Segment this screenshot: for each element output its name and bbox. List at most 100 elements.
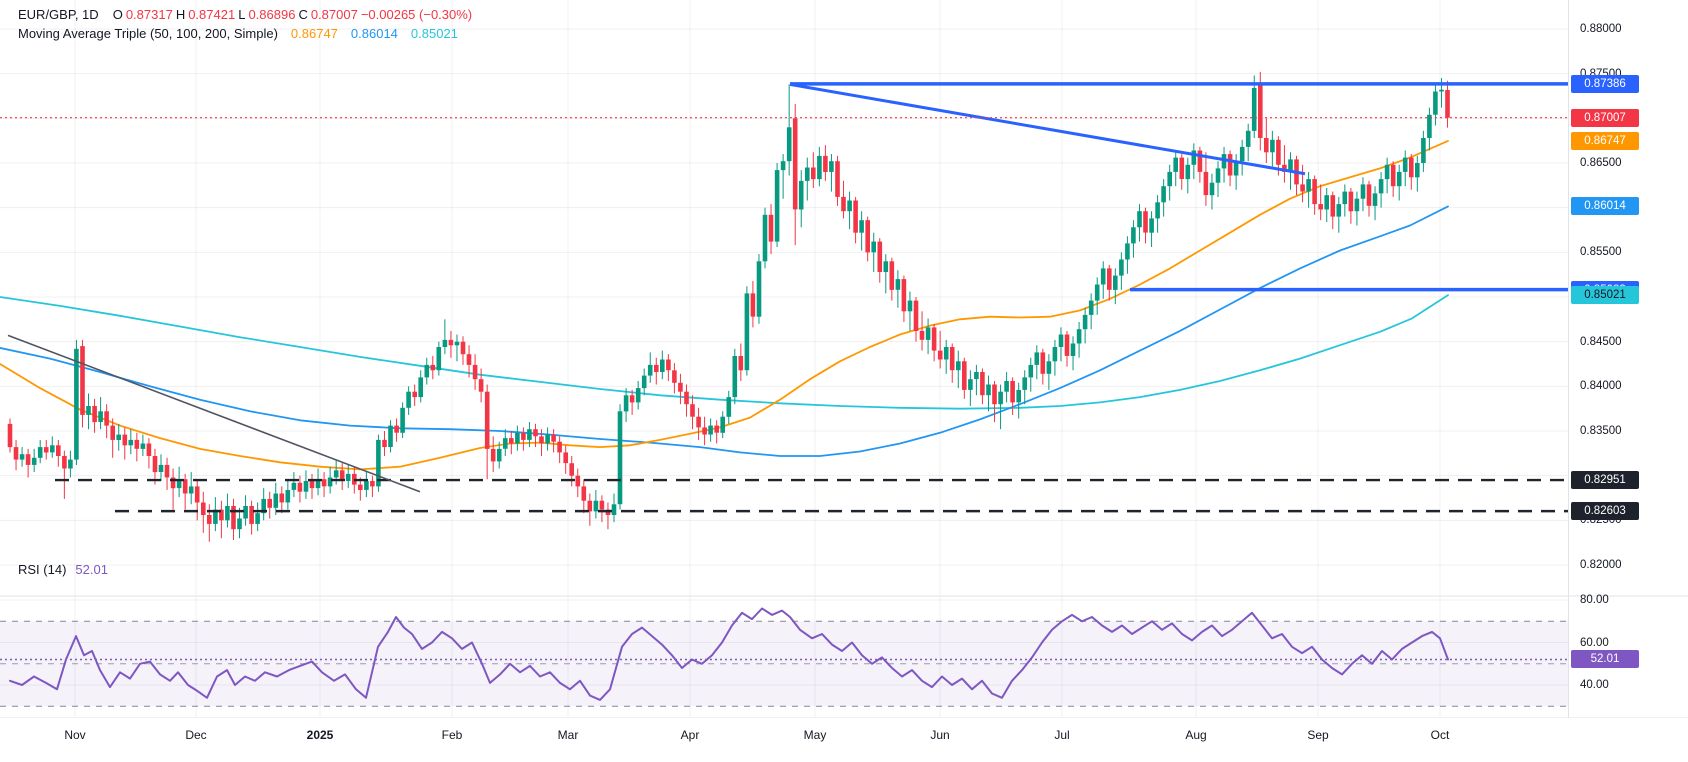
candle-body bbox=[1360, 184, 1366, 199]
close-label: C bbox=[298, 7, 308, 22]
candle-body bbox=[720, 416, 725, 433]
candle-body bbox=[496, 448, 502, 462]
candle-body bbox=[1336, 204, 1342, 217]
rsi-line bbox=[9, 607, 1449, 701]
candle-body bbox=[798, 180, 804, 210]
candle-body bbox=[1245, 130, 1251, 147]
price-badge: 0.87386 bbox=[1571, 74, 1639, 93]
candle-body bbox=[315, 479, 321, 489]
indicator-legend-ma: Moving Average Triple (50, 100, 200, Sim… bbox=[18, 26, 461, 41]
candle-body bbox=[780, 161, 786, 171]
time-axis[interactable]: Nov Dec 2025 Feb Mar Apr May Jun Jul Aug Sep Oct bbox=[0, 718, 1688, 762]
candle-body bbox=[1088, 300, 1094, 315]
candle-body bbox=[587, 500, 593, 512]
candle-body bbox=[376, 439, 381, 487]
candle-body bbox=[285, 490, 291, 503]
candle-body bbox=[152, 456, 158, 473]
candle-body bbox=[1179, 157, 1185, 179]
low-value: 0.86896 bbox=[248, 7, 296, 22]
candle-body bbox=[1203, 171, 1209, 196]
candle-body bbox=[527, 429, 532, 440]
candle-body bbox=[194, 486, 200, 503]
candle-body bbox=[424, 364, 430, 378]
candle-body bbox=[557, 441, 562, 453]
candle-body bbox=[1366, 184, 1372, 206]
candle-body bbox=[1143, 211, 1148, 233]
candle-body bbox=[400, 407, 405, 433]
candle-body bbox=[563, 452, 568, 464]
candle-body bbox=[732, 356, 738, 398]
candle-body bbox=[889, 261, 895, 290]
candle-body bbox=[50, 445, 55, 453]
candle-body bbox=[1282, 164, 1287, 172]
candle-body bbox=[1409, 157, 1414, 178]
candle-body bbox=[738, 356, 744, 371]
candle-body bbox=[1191, 150, 1197, 165]
candle-body bbox=[406, 391, 411, 408]
close-value: 0.87007 bbox=[310, 7, 358, 22]
candle-body bbox=[213, 509, 218, 524]
high-value: 0.87421 bbox=[188, 7, 236, 22]
candle-body bbox=[243, 506, 248, 519]
candle-body bbox=[261, 498, 266, 514]
rsi-tick-label: 60.00 bbox=[1580, 636, 1609, 649]
candle-body bbox=[92, 406, 97, 423]
candle-body bbox=[1342, 191, 1348, 205]
candle-body bbox=[599, 500, 605, 510]
candle-body bbox=[829, 161, 834, 172]
candle-body bbox=[231, 506, 236, 530]
candle-body bbox=[436, 347, 442, 371]
price-tick-label: 0.88000 bbox=[1580, 23, 1622, 35]
candle-body bbox=[116, 434, 121, 440]
candle-body bbox=[1270, 139, 1275, 153]
candle-body bbox=[684, 391, 689, 405]
candle-body bbox=[1125, 243, 1130, 260]
price-tick-label: 0.82000 bbox=[1580, 558, 1622, 571]
candle-body bbox=[442, 339, 448, 347]
month-label-feb: Feb bbox=[441, 728, 463, 742]
candle-body bbox=[273, 493, 279, 508]
candle-body bbox=[533, 429, 538, 437]
candle-body bbox=[13, 447, 19, 460]
candle-body bbox=[786, 127, 792, 162]
candle-body bbox=[835, 161, 840, 197]
candle-body bbox=[25, 454, 31, 465]
candle-body bbox=[913, 300, 919, 331]
price-tick-label: 0.84000 bbox=[1580, 380, 1622, 393]
candle-body bbox=[503, 438, 508, 449]
candle-body bbox=[931, 327, 937, 351]
candle-body bbox=[110, 425, 115, 440]
candle-body bbox=[714, 425, 719, 433]
candle-body bbox=[877, 241, 883, 272]
candle-body bbox=[1149, 218, 1154, 233]
candle-body bbox=[968, 379, 973, 390]
price-badge: 0.82951 bbox=[1571, 471, 1639, 490]
candle-body bbox=[1082, 314, 1088, 330]
candle-body bbox=[768, 214, 774, 242]
candle-body bbox=[1070, 343, 1076, 356]
candle-body bbox=[943, 347, 949, 360]
candle-body bbox=[279, 493, 285, 503]
candle-body bbox=[104, 411, 109, 426]
open-value: 0.87317 bbox=[125, 7, 173, 22]
candle-body bbox=[1421, 138, 1426, 163]
candle-body bbox=[1064, 334, 1070, 356]
candle-body bbox=[672, 370, 677, 383]
candle-body bbox=[998, 391, 1003, 405]
candle-body bbox=[176, 479, 182, 489]
candle-body bbox=[1058, 334, 1064, 347]
price-badge: 0.86014 bbox=[1571, 197, 1639, 216]
candle-body bbox=[128, 439, 134, 446]
candle-body bbox=[1052, 347, 1058, 362]
candle-body bbox=[1016, 389, 1021, 403]
candle-body bbox=[267, 498, 272, 508]
candle-body bbox=[865, 220, 870, 253]
candle-body bbox=[388, 425, 393, 447]
candle-body bbox=[696, 416, 701, 428]
candle-body bbox=[333, 470, 339, 478]
candle-body bbox=[647, 364, 653, 376]
month-label-nov: Nov bbox=[64, 728, 86, 742]
candle-body bbox=[188, 486, 194, 494]
month-label-jun: Jun bbox=[930, 728, 950, 742]
